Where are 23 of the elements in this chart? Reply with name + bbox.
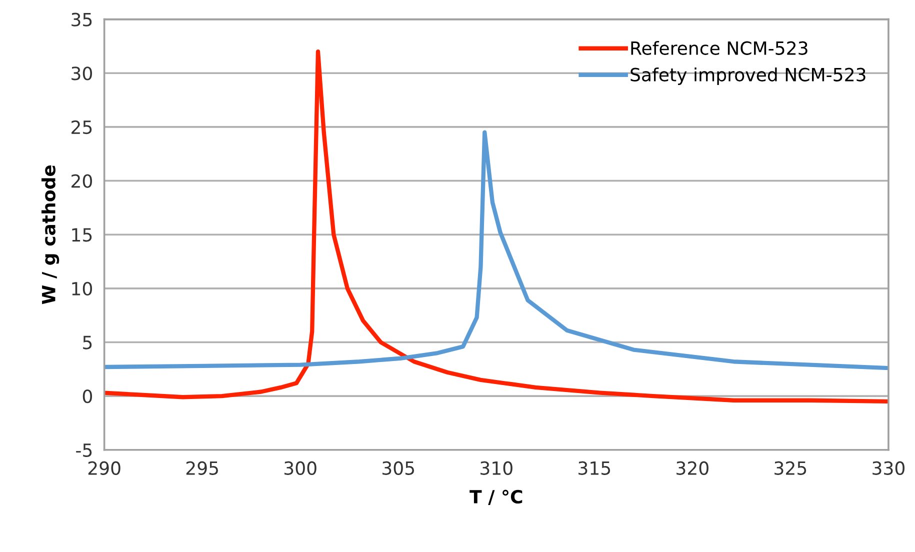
- y-tick-label: 25: [72, 120, 92, 134]
- y-tick-label: 0: [82, 390, 92, 404]
- x-tick-label: 320: [676, 461, 708, 475]
- x-tick-label: 305: [382, 461, 414, 475]
- x-tick-label: 315: [578, 461, 610, 475]
- y-tick-label: 5: [83, 336, 92, 350]
- x-tick-label: 300: [284, 461, 316, 475]
- line-series: [104, 130, 888, 370]
- x-tick-label: 310: [480, 461, 512, 475]
- y-tick-label: 15: [72, 228, 92, 242]
- x-axis-title: T / °C: [470, 490, 522, 505]
- legend-label: Safety improved NCM-523: [630, 67, 866, 85]
- x-tick-label: 290: [88, 461, 120, 475]
- y-tick-label: 20: [72, 174, 92, 188]
- y-tick-label: 30: [72, 66, 92, 80]
- x-tick-label: 330: [872, 461, 904, 475]
- y-axis-title: W / g cathode: [41, 165, 60, 304]
- y-tick-label: 35: [72, 12, 92, 26]
- y-tick-label: -5: [76, 444, 92, 457]
- x-tick-label: 295: [186, 461, 218, 475]
- legend-label: Reference NCM-523: [631, 40, 808, 55]
- y-tick-label: 10: [72, 282, 92, 296]
- x-tick-label: 325: [774, 461, 806, 475]
